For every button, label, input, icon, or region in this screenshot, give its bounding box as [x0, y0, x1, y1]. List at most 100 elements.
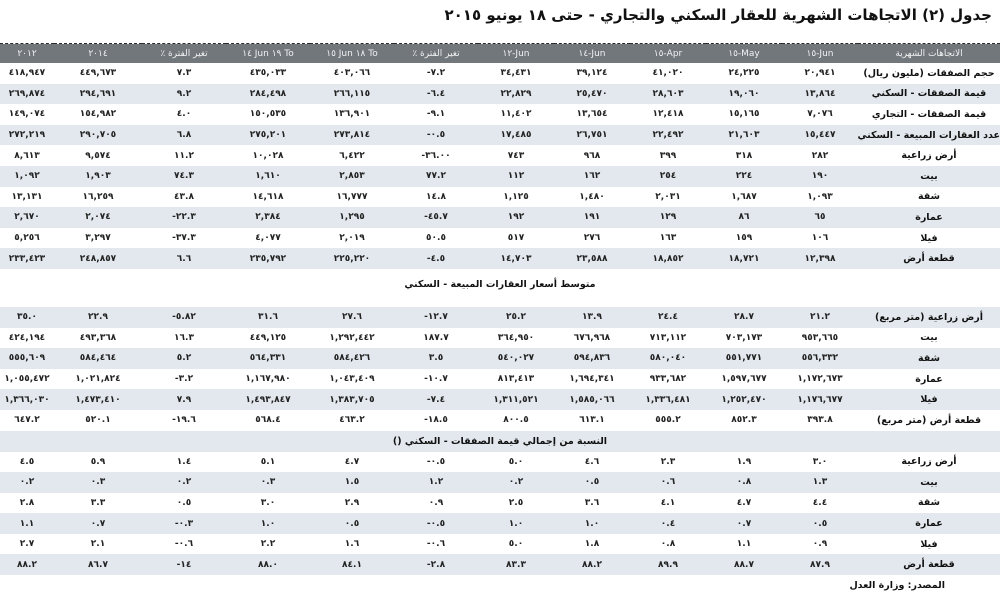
table-cell: ٢٣٣,٤٢٣ [0, 248, 54, 269]
spacer-row [0, 300, 1000, 307]
table-cell: ١,٥٩٧,٦٧٧ [721, 374, 767, 385]
table-cell: ٤٤٩,١٢٥ [249, 332, 287, 343]
table-cell: ٢٩٠,٧٠٥ [54, 124, 142, 146]
table-cell: ٨٨.٢ [0, 554, 54, 576]
table-cell: ١٥٩ [735, 233, 753, 244]
table-cell: ١٦.٣ [174, 332, 194, 343]
table-cell: ١,٦٨٧ [731, 191, 757, 202]
column-header: الاتجاهات الشهرية [858, 43, 1000, 63]
table-cell: ٠.٤ [630, 513, 706, 534]
table-row: أرض زراعية ٢٨٢ ٣١٨ ٣٩٩ ٩٦٨ ٧٤٣ ٣٦.٠٠- ٦,٤٢٢ ١٠,٠… [0, 145, 1000, 166]
table-cell: ٢٤.٤ [630, 306, 706, 328]
table-cell: ٤٢٤,١٩٤ [8, 332, 46, 343]
table-row: عدد العقارات المبيعة - السكني ١٥,٤٤٧ ٢١,٦٠… [0, 124, 1000, 146]
table-cell: ٠.٧ [706, 513, 782, 534]
table-cell: ١٠٦ [811, 233, 829, 244]
table-cell: ٠.٦ [630, 472, 706, 493]
table-cell: ١.١ [736, 539, 752, 550]
table-row: عمارة ٦٥ ٨٦ ١٢٩ ١٩١ ١٩٢ ٤٥.٧- ١,٢٩٥ ٢,٣٨٤ ٢٢.٣- ٢,… [0, 207, 1000, 228]
row-label: أرض زراعية [901, 456, 957, 468]
row-label: فيلا [920, 538, 938, 550]
table-cell: ٢٤,٢٢٥ [728, 68, 760, 79]
column-header: Jun-١٢ [478, 43, 554, 63]
table-row: أرض زراعية ٣.٠ ١.٩ ٢.٣ ٤.٦ ٥.٠ ٠.٥- ٤.٧ ٥.١ ١.٤ ٥.… [0, 452, 1000, 473]
table-cell: ١,٦٩٤,٣٤١ [569, 374, 615, 385]
table-cell: ٦٤٧.٢ [14, 415, 40, 426]
row-label: أرض زراعية [901, 150, 957, 162]
table-cell: ٥٥٥,٦٠٩ [0, 348, 54, 369]
table-cell: ١٨٧.٧ [423, 332, 449, 343]
column-header: Jun-١٤ [554, 43, 630, 63]
table-cell: ٦,٤٢٢ [339, 150, 365, 161]
table-cell: ٤٠٣,٠٦٦ [333, 68, 371, 79]
row-label: بيت [920, 332, 938, 344]
row-label: شقة [918, 191, 940, 203]
table-cell: ٤.١ [660, 497, 676, 508]
column-header: تغير الفترة ٪ [394, 43, 478, 63]
source-note: المصدر: وزارة العدل [849, 580, 945, 591]
column-header: To ١٩ Jun ١٤ [226, 43, 310, 63]
row-label: قيمة الصفقات - السكني [858, 83, 1000, 105]
table-cell: ٤.٥ [19, 456, 35, 467]
table-row: بيت ١٩٠ ٢٢٤ ٢٥٤ ١٦٢ ١١٢ ٧٧.٢ ٢,٨٥٣ ١,٦١٠ ٧٤.٣ ١,٩٠… [0, 165, 1000, 187]
table-cell: ٨٥٢.٣ [731, 415, 757, 426]
section-heading: النسبة من إجمالي قيمة الصفقات - السكني (… [0, 430, 1000, 452]
table-cell: ١٩٢ [478, 207, 554, 228]
table-cell: ١,٢٩٥ [310, 207, 394, 228]
table-row: قيمة الصفقات - التجاري ٧,٠٧٦ ١٥,١٦٥ ١٢,٤١٨ ١… [0, 104, 1000, 125]
table-cell: ١٥٤,٩٨٢ [79, 109, 117, 120]
table-cell: ٢٩٤,٦٩١ [54, 83, 142, 105]
table-cell: ٦.٨ [142, 124, 226, 146]
table-cell: ٤١٨,٩٤٧ [8, 68, 46, 79]
table-cell: ٢٧٣,٨١٤ [310, 124, 394, 146]
table-cell: ٨٦.٧ [54, 554, 142, 576]
table-cell: ٢٦٩,٨٧٤ [0, 83, 54, 105]
table-cell: ٧,٠٧٦ [807, 109, 833, 120]
row-label: أرض زراعية (متر مربع) [858, 306, 1000, 328]
table-cell: ٤.٦ [584, 456, 600, 467]
table-cell: ٣٩٣.٨ [807, 415, 833, 426]
table-cell: ٢,٠٣١ [655, 191, 681, 202]
table-cell: ٢.٨ [19, 497, 35, 508]
table-cell: ٣٤,٤٣١ [500, 68, 532, 79]
table-cell: ٥.٢ [142, 348, 226, 369]
table-cell: ٤.٥- [394, 248, 478, 269]
table-cell: ١,٣١١,٥٢١ [478, 389, 554, 410]
table-cell: ٨٣.٣ [478, 554, 554, 576]
table-cell: ٠.٩ [428, 497, 444, 508]
table-cell: ١,٤٧٣,٤١٠ [54, 389, 142, 410]
table-cell: ٤٤٩,٦٧٣ [79, 68, 117, 79]
table-row: شقة ٤.٤ ٤.٧ ٤.١ ٣.٦ ٢.٥ ٠.٩ ٢.٩ ٣.٠ ٠.٥ ٣.٣ ٢.٨ [0, 493, 1000, 514]
table-cell: ٢٨.٧ [706, 306, 782, 328]
table-cell: ١,٤٩٣,٨٤٧ [226, 389, 310, 410]
table-cell: ٢٢,٨٢٩ [478, 83, 554, 105]
table-cell: ١٨,٨٥٢ [630, 248, 706, 269]
table-cell: ٣٩٩ [659, 150, 677, 161]
table-cell: ٨٠٠.٥ [503, 415, 529, 426]
table-cell: ١٣٦,٩٠١ [333, 109, 371, 120]
table-cell: ٥٩٤,٨٣٦ [554, 348, 630, 369]
row-label: بيت [858, 165, 1000, 187]
table-row: عمارة ٠.٥ ٠.٧ ٠.٤ ١.٠ ١.٠ ٠.٥- ٠.٥ ١.٠ ٠.٣- ٠.٧ ١.١ [0, 513, 1000, 534]
row-label: شقة [858, 348, 1000, 369]
table-cell: ٠.٢ [0, 472, 54, 493]
table-cell: ٠.٥ [310, 513, 394, 534]
table-row: حجم الصفقات (مليون ريال) ٢٠,٩٤١ ٢٤,٢٢٥ ٤١,٠… [0, 63, 1000, 84]
table-cell: ٥٥١,٧٧١ [706, 348, 782, 369]
table-cell: ١٦٢ [554, 165, 630, 187]
table-cell: ١٢.٧- [394, 306, 478, 328]
table-cell: ٥٤٠,٠٢٧ [478, 348, 554, 369]
table-cell: ١٣.٩ [554, 306, 630, 328]
header-row: الاتجاهات الشهرية Jun-١٥ May-١٥ Apr-١٥ Jun-١… [0, 43, 1000, 63]
table-cell: ١٢,٣٩٨ [782, 248, 858, 269]
column-header: Jun-١٥ [782, 43, 858, 63]
table-cell: ١.٥ [310, 472, 394, 493]
table-cell: ١٣,٨٦٤ [782, 83, 858, 105]
row-label: عمارة [915, 373, 943, 385]
table-cell: ٧٠٣,١٧٣ [725, 332, 763, 343]
table-cell: ٤.٤ [812, 497, 828, 508]
table-cell: ١,٤٨٠ [579, 191, 605, 202]
table-cell: ١٩١ [554, 207, 630, 228]
table-cell: ٢.٥ [508, 497, 524, 508]
table-cell: ٣٧.٣- [172, 233, 196, 244]
